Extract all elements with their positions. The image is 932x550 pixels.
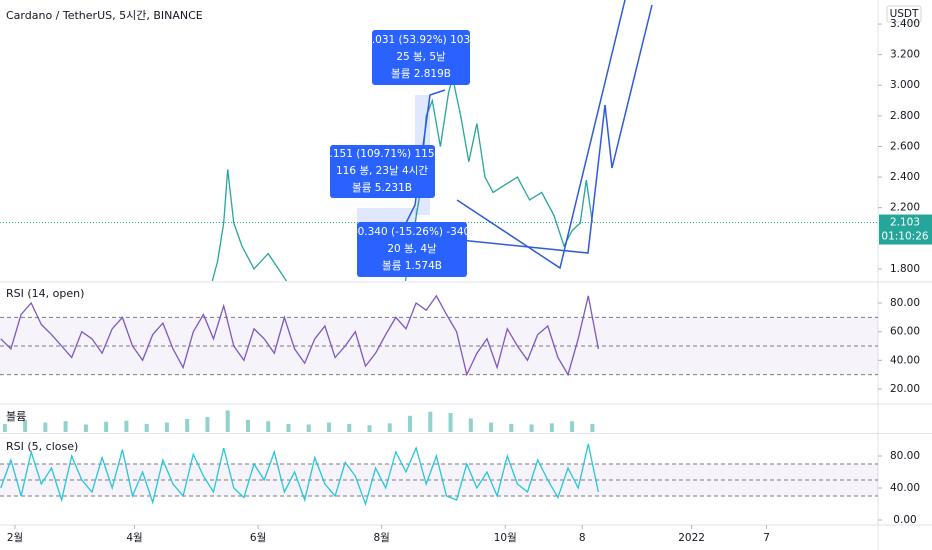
pane [0,294,878,377]
pane-label: RSI (5, close) [6,440,78,453]
volume-bar [124,420,129,432]
volume-bar [468,418,473,432]
y-tick-label: 1.800 [890,263,920,275]
y-tick-label: 2.200 [890,202,920,214]
measure-text: 볼륨 2.819B [391,68,451,80]
volume-bar [509,423,514,432]
x-tick-label: 8 [579,532,586,544]
volume-bar [570,421,575,432]
chart-title: Cardano / TetherUS, 5시간, BINANCE [6,9,203,22]
y-tick-label: 3.000 [890,79,920,91]
pane-label: RSI (14, open) [6,287,84,300]
x-tick-label: 4월 [126,532,142,544]
y-tick-label: 40.00 [890,354,920,366]
measure-text: 116 봉, 23날 4시간 [336,165,428,177]
volume-bar [489,422,494,432]
volume-bar [367,425,372,432]
last-price-label: 2.103 [890,217,920,229]
range-shade [357,208,417,222]
pane-label: 볼륨 [6,410,26,423]
measure-text: 볼륨 1.574B [382,260,442,272]
trend-line [456,0,626,270]
measure-text: 1.031 (53.92%) 1031 [365,34,477,46]
volume-bar [245,419,250,432]
measure-text: 20 봉, 4날 [387,243,437,255]
y-tick-label: 0.00 [893,514,916,526]
measure-bg [372,30,470,85]
y-tick-label: 60.00 [890,326,920,338]
volume-bar [23,419,28,432]
x-tick-label: 8월 [373,532,389,544]
last-price-badge [879,214,932,245]
pane [0,443,878,507]
level-band [0,317,878,375]
y-tick-label: 2.600 [890,140,920,152]
volume-bar [63,421,68,432]
currency-badge[interactable] [886,5,922,23]
measure-bg [357,222,467,277]
volume-bar [428,411,433,432]
y-tick-label: 20.00 [890,383,920,395]
volume-bar [590,423,595,432]
x-tick-label: 7 [763,532,770,544]
x-tick-label: 10월 [494,532,517,544]
measure-box: 1.151 (109.71%) 1151 116 봉, 23날 4시간 볼륨 5… [323,145,441,198]
volume-bar [306,424,311,432]
volume-bar [185,419,190,432]
measure-bg [330,145,435,198]
axes: 2월 4월 6월 8월 10월 8 2022 7 1.800 2.200 2.400 2.600 2.8… [7,18,932,544]
y-tick-label: 80.00 [890,450,920,462]
x-tick-label: 2022 [678,532,705,544]
y-tick-label: 2.800 [890,110,920,122]
volume-bar [326,422,331,432]
volume-bar [448,413,453,432]
volume-bar [347,423,352,432]
volume-bar [164,422,169,432]
plots [0,77,878,507]
volume-bar [387,423,392,432]
measure-box: -0.340 (-15.26%) -340 20 봉, 4날 볼륨 1.574B [354,222,470,277]
y-tick-label: 3.400 [890,18,920,30]
measure-text: -0.340 (-15.26%) -340 [354,226,470,238]
volume-bar [43,422,48,432]
series-line [0,443,600,507]
volume-bar [266,421,271,432]
volume-bar [205,417,210,432]
currency-label[interactable]: USDT [890,8,919,20]
measure-text: 볼륨 5.231B [352,182,412,194]
volume-bar [408,415,413,432]
volume-bar [104,421,109,432]
x-tick-label: 2월 [7,532,23,544]
pane [2,410,595,432]
countdown-label: 01:10:26 [881,231,928,243]
trend-line [459,4,653,254]
volume-bar [225,410,230,432]
volume-bar [549,423,554,432]
volume-bar [83,424,88,432]
measure-text: 1.151 (109.71%) 1151 [323,148,441,160]
measure-box: 1.031 (53.92%) 1031 25 봉, 5날 볼륨 2.819B [365,30,477,85]
x-tick-label: 6월 [250,532,266,544]
volume-bar [2,423,7,432]
y-tick-label: 40.00 [890,482,920,494]
volume-bar [286,423,291,432]
y-tick-label: 2.400 [890,171,920,183]
volume-bar [144,423,149,432]
series-line [0,294,600,377]
volume-bar [529,424,534,432]
measure-text: 25 봉, 5날 [396,51,446,63]
y-tick-label: 80.00 [890,297,920,309]
y-tick-label: 3.200 [890,49,920,61]
